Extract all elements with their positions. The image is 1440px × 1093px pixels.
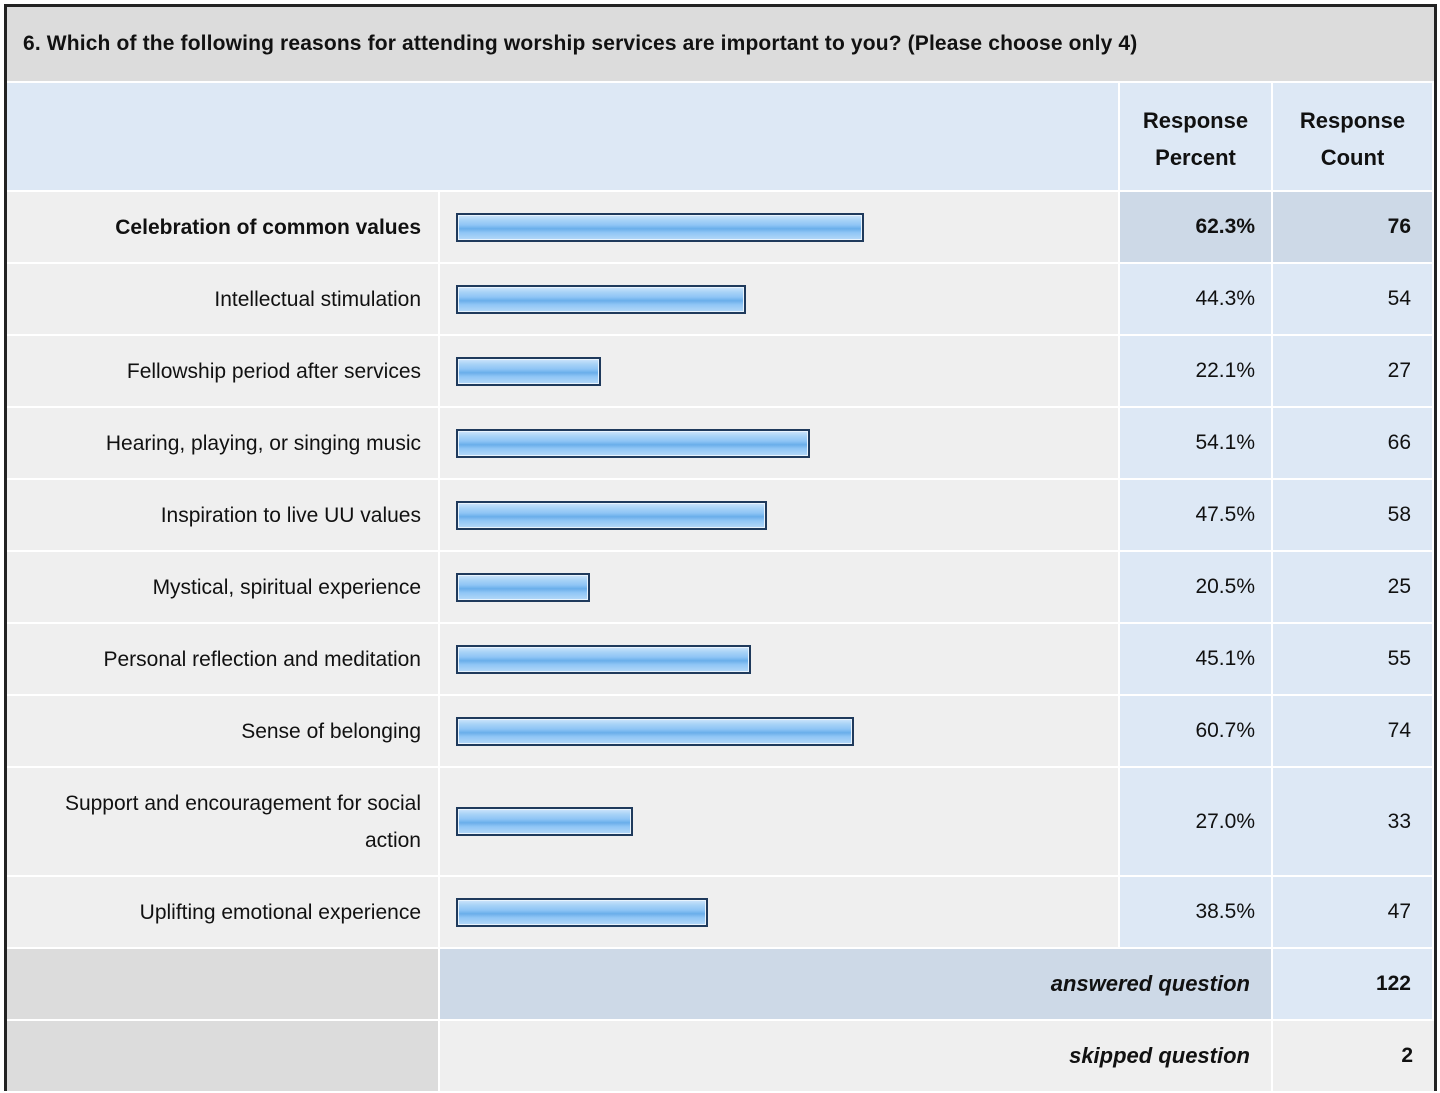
answer-bar-cell <box>440 480 1120 552</box>
survey-question-panel: 6. Which of the following reasons for at… <box>4 4 1437 1093</box>
skipped-blank-cell <box>7 1021 440 1093</box>
answer-label: Celebration of common values <box>7 192 440 264</box>
response-percent: 27.0% <box>1120 768 1273 877</box>
question-title: 6. Which of the following reasons for at… <box>7 7 1434 83</box>
response-count: 58 <box>1273 480 1434 552</box>
header-percent-line1: Response <box>1142 107 1249 133</box>
response-bar <box>456 572 590 602</box>
response-bar <box>456 716 854 746</box>
header-response-percent: Response Percent <box>1120 83 1273 192</box>
response-percent: 44.3% <box>1120 264 1273 336</box>
header-count-line1: Response <box>1299 107 1406 133</box>
response-bar <box>456 284 746 314</box>
response-bar <box>456 212 864 242</box>
response-bar <box>456 428 810 458</box>
response-percent: 60.7% <box>1120 696 1273 768</box>
answer-label: Personal reflection and meditation <box>7 624 440 696</box>
answer-bar-cell <box>440 877 1120 949</box>
response-bar <box>456 897 708 927</box>
answer-bar-cell <box>440 336 1120 408</box>
header-response-count: Response Count <box>1273 83 1434 192</box>
response-count: 27 <box>1273 336 1434 408</box>
answer-bar-cell <box>440 408 1120 480</box>
response-count: 74 <box>1273 696 1434 768</box>
response-percent: 62.3% <box>1120 192 1273 264</box>
response-bar <box>456 644 751 674</box>
answer-bar-cell <box>440 264 1120 336</box>
response-bar <box>456 356 601 386</box>
answer-bar-cell <box>440 192 1120 264</box>
answer-label: Uplifting emotional experience <box>7 877 440 949</box>
response-count: 76 <box>1273 192 1434 264</box>
answer-label: Mystical, spiritual experience <box>7 552 440 624</box>
answer-bar-cell <box>440 768 1120 877</box>
response-count: 33 <box>1273 768 1434 877</box>
response-count: 55 <box>1273 624 1434 696</box>
response-percent: 47.5% <box>1120 480 1273 552</box>
response-percent: 38.5% <box>1120 877 1273 949</box>
header-count-line2: Count <box>1320 144 1385 170</box>
response-percent: 22.1% <box>1120 336 1273 408</box>
response-bar <box>456 807 633 836</box>
answer-label: Intellectual stimulation <box>7 264 440 336</box>
response-percent: 45.1% <box>1120 624 1273 696</box>
response-count: 66 <box>1273 408 1434 480</box>
response-count: 47 <box>1273 877 1434 949</box>
answer-label: Support and encouragement for social act… <box>7 768 440 877</box>
answer-bar-cell <box>440 696 1120 768</box>
response-percent: 20.5% <box>1120 552 1273 624</box>
response-bar <box>456 500 767 530</box>
answer-label: Inspiration to live UU values <box>7 480 440 552</box>
answer-label: Sense of belonging <box>7 696 440 768</box>
header-percent-line2: Percent <box>1155 144 1236 170</box>
answer-label: Fellowship period after services <box>7 336 440 408</box>
header-blank <box>7 83 1120 192</box>
skipped-question-value: 2 <box>1273 1021 1434 1093</box>
skipped-question-label: skipped question <box>440 1021 1273 1093</box>
answer-bar-cell <box>440 552 1120 624</box>
answered-question-value: 122 <box>1273 949 1434 1021</box>
answer-bar-cell <box>440 624 1120 696</box>
answered-question-label: answered question <box>440 949 1273 1021</box>
response-percent: 54.1% <box>1120 408 1273 480</box>
answer-label: Hearing, playing, or singing music <box>7 408 440 480</box>
response-count: 54 <box>1273 264 1434 336</box>
answered-blank-cell <box>7 949 440 1021</box>
results-table: Response Percent Response Count Celebrat… <box>7 83 1434 1093</box>
response-count: 25 <box>1273 552 1434 624</box>
